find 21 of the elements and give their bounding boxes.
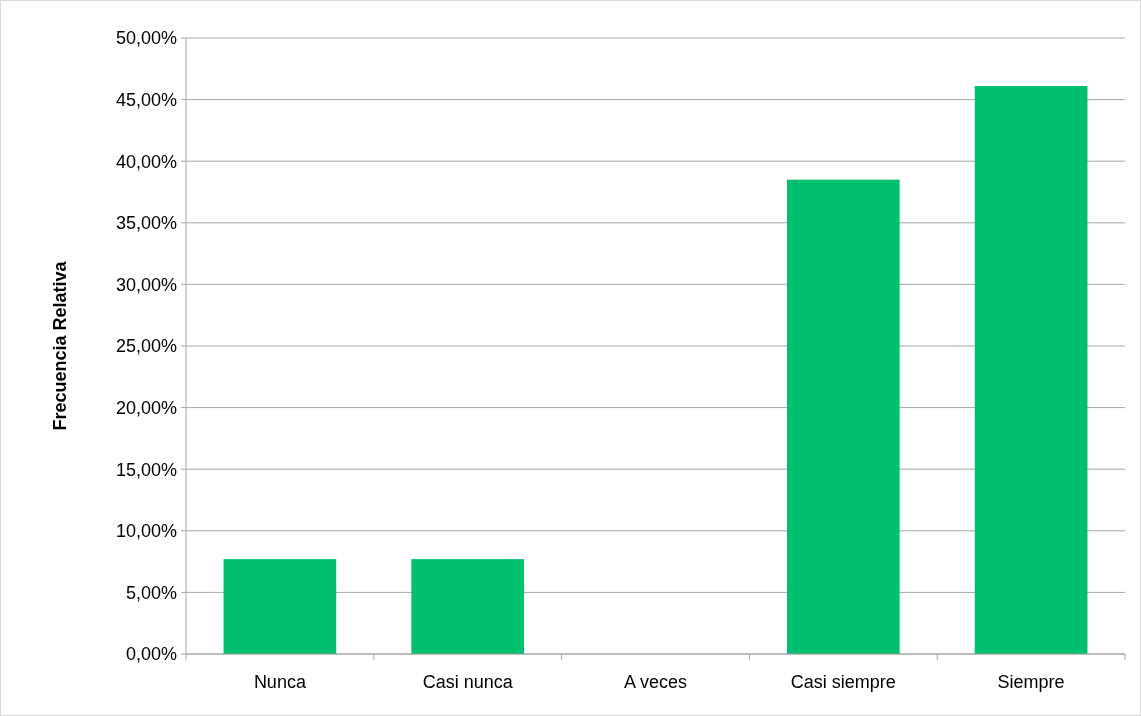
- y-tick-label: 20,00%: [115, 397, 177, 418]
- x-tick-label: A veces: [623, 672, 688, 692]
- y-tick-label: 35,00%: [115, 213, 177, 234]
- y-tick-label: 45,00%: [115, 89, 177, 110]
- bar: [411, 559, 525, 654]
- y-tick-label: 15,00%: [115, 459, 177, 480]
- y-tick-label: 40,00%: [115, 151, 177, 172]
- y-axis-title: Frecuencia Relativa: [50, 260, 70, 431]
- y-tick-label: 25,00%: [115, 336, 177, 357]
- y-tick-label: 5,00%: [125, 582, 177, 603]
- y-tick-label: 10,00%: [115, 521, 177, 542]
- bar: [223, 559, 337, 654]
- bar: [974, 86, 1088, 654]
- y-tick-label: 0,00%: [125, 644, 177, 665]
- x-tick-label: Casi siempre: [790, 672, 896, 692]
- y-tick-label: 30,00%: [115, 274, 177, 295]
- x-tick-label: Nunca: [253, 672, 307, 692]
- y-tick-label: 50,00%: [115, 28, 177, 49]
- x-tick-label: Casi nunca: [422, 672, 514, 692]
- bar: [786, 179, 900, 654]
- x-tick-label: Siempre: [997, 672, 1065, 692]
